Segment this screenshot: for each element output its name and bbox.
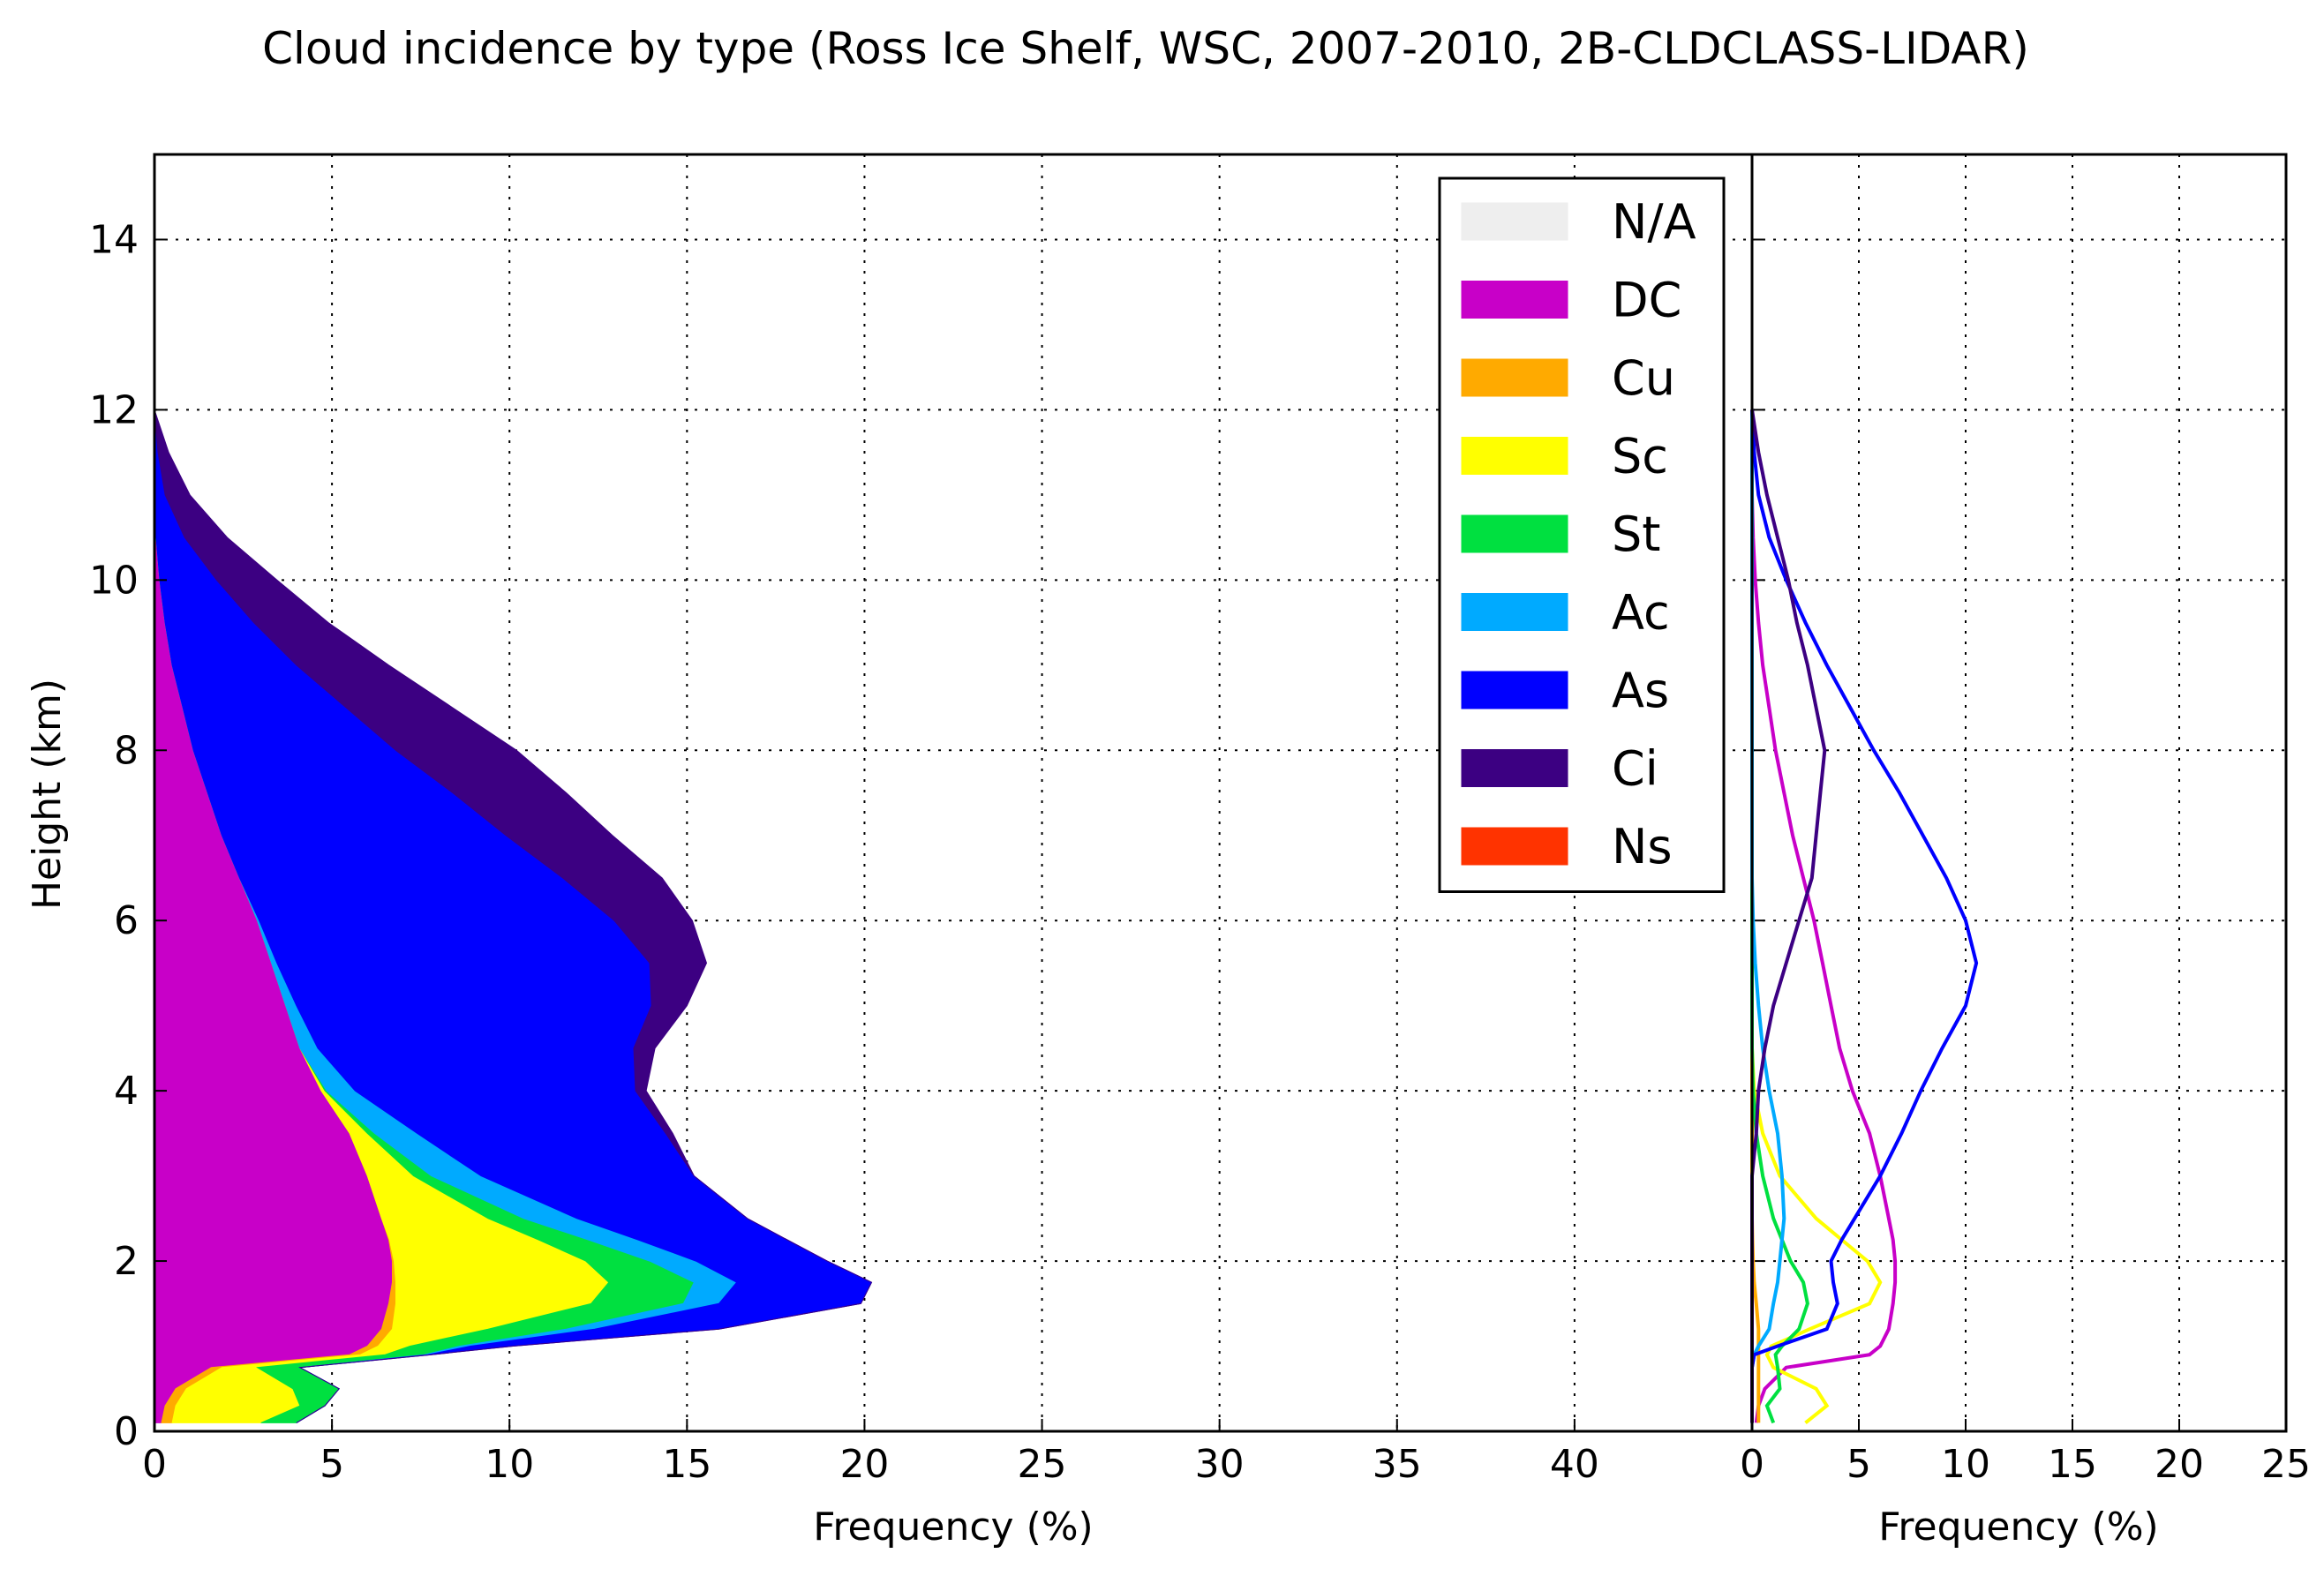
left-x-ticks: 0 5 10 15 20 25 30 35 40: [142, 1419, 1599, 1487]
y-axis-label: Height (km): [25, 679, 70, 910]
y-tick-label: 14: [89, 217, 139, 262]
chart-title: Cloud incidence by type (Ross Ice Shelf,…: [262, 23, 2029, 74]
legend-swatch: [1461, 202, 1568, 241]
right-lines: [1750, 409, 1979, 1424]
x-tick-label: 10: [485, 1442, 534, 1487]
x-tick-label: 25: [1018, 1442, 1067, 1487]
legend-label: Ac: [1612, 585, 1670, 641]
legend-swatch: [1461, 514, 1568, 553]
x-tick-label: 5: [1846, 1442, 1871, 1487]
legend-swatch: [1461, 358, 1568, 397]
x-tick-label: 40: [1550, 1442, 1599, 1487]
y-tick-label: 12: [89, 387, 139, 432]
x-tick-label: 15: [2048, 1442, 2097, 1487]
right-grid: [1752, 154, 2286, 1431]
legend-swatch: [1461, 827, 1568, 866]
line-as: [1750, 409, 1979, 1423]
right-x-ticks: 0 5 10 15 20 25: [1740, 1419, 2311, 1487]
right-panel: 0 5 10 15 20 25 Frequency (%): [1740, 153, 2311, 1550]
legend-swatch: [1461, 749, 1568, 787]
y-tick-label: 4: [114, 1069, 139, 1114]
x-tick-label: 10: [1941, 1442, 1990, 1487]
legend-swatch: [1461, 593, 1568, 631]
left-y-ticks: 0 2 4 6 8 10 12 14: [89, 217, 1764, 1454]
left-x-axis-label: Frequency (%): [813, 1505, 1093, 1550]
x-tick-label: 20: [2155, 1442, 2204, 1487]
legend-label: Ns: [1612, 819, 1673, 874]
x-tick-label: 25: [2261, 1442, 2311, 1487]
y-tick-label: 6: [114, 898, 139, 943]
line-dc: [1750, 409, 1898, 1423]
legend-label: DC: [1612, 273, 1681, 328]
legend-label: As: [1612, 663, 1669, 718]
legend-label: N/A: [1612, 194, 1696, 250]
x-tick-label: 30: [1195, 1442, 1245, 1487]
legend-label: Ci: [1612, 741, 1658, 797]
right-x-axis-label: Frequency (%): [1878, 1505, 2158, 1550]
x-tick-label: 0: [142, 1442, 167, 1487]
y-tick-label: 10: [89, 558, 139, 603]
left-areas: [154, 409, 873, 1423]
line-sc: [1750, 409, 1883, 1424]
left-panel: 0 5 10 15 20 25 30 35 40 0 2 4 6 8 10 12 14 Frequency (…: [25, 153, 1764, 1550]
y-tick-label: 0: [114, 1409, 139, 1454]
legend-label: St: [1612, 507, 1660, 562]
x-tick-label: 0: [1740, 1442, 1764, 1487]
right-plot-frame: [1750, 153, 2288, 1433]
x-tick-label: 5: [320, 1442, 344, 1487]
x-tick-label: 20: [839, 1442, 889, 1487]
x-tick-label: 15: [662, 1442, 711, 1487]
legend-label: Cu: [1612, 350, 1675, 406]
y-tick-label: 2: [114, 1239, 139, 1284]
legend-label: Sc: [1612, 429, 1668, 484]
y-tick-label: 8: [114, 728, 139, 773]
legend-swatch: [1461, 437, 1568, 475]
x-tick-label: 35: [1373, 1442, 1422, 1487]
legend: N/A DC Cu Sc St Ac As Ci Ns: [1438, 176, 1726, 893]
legend-swatch: [1461, 281, 1568, 319]
legend-swatch: [1461, 671, 1568, 709]
